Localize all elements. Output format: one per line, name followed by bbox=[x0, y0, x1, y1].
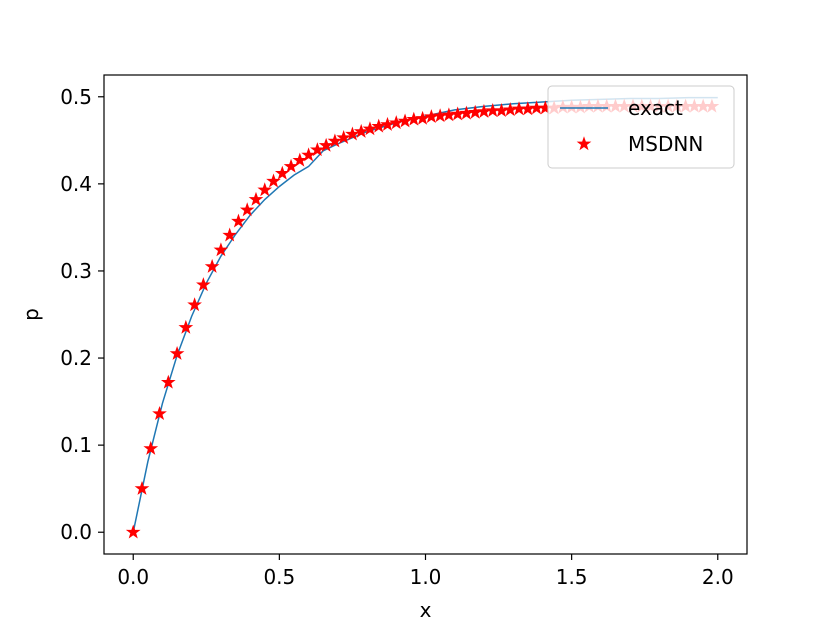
data-point-MSDNN bbox=[318, 137, 334, 152]
legend-label-exact: exact bbox=[628, 96, 683, 120]
data-point-MSDNN bbox=[310, 142, 325, 157]
legend-box bbox=[547, 85, 735, 169]
data-point-MSDNN bbox=[362, 121, 378, 136]
legend-label-MSDNN: MSDNN bbox=[628, 132, 703, 156]
data-point-MSDNN bbox=[152, 406, 167, 421]
data-point-MSDNN bbox=[187, 297, 202, 312]
data-point-MSDNN bbox=[327, 133, 343, 148]
x-axis-label: x bbox=[420, 598, 432, 622]
x-tick-label: 0.5 bbox=[263, 565, 295, 589]
data-point-MSDNN bbox=[345, 126, 360, 141]
data-point-MSDNN bbox=[292, 152, 308, 167]
data-point-MSDNN bbox=[169, 345, 185, 360]
data-point-MSDNN bbox=[301, 147, 316, 162]
legend-swatch-MSDNN bbox=[576, 136, 592, 151]
y-tick-label: 0.4 bbox=[60, 172, 92, 196]
y-tick-label: 0.0 bbox=[60, 520, 92, 544]
data-point-MSDNN bbox=[257, 182, 273, 197]
data-point-MSDNN bbox=[336, 129, 352, 144]
data-point-MSDNN bbox=[160, 374, 176, 389]
data-point-MSDNN bbox=[196, 277, 211, 292]
data-point-MSDNN bbox=[125, 524, 141, 539]
data-point-MSDNN bbox=[248, 191, 264, 206]
y-tick-label: 0.1 bbox=[60, 433, 92, 457]
x-tick-label: 1.0 bbox=[410, 565, 442, 589]
data-point-MSDNN bbox=[283, 158, 299, 173]
data-point-MSDNN bbox=[204, 258, 220, 273]
data-point-MSDNN bbox=[178, 319, 194, 334]
y-tick-label: 0.5 bbox=[60, 85, 92, 109]
data-point-MSDNN bbox=[213, 242, 229, 257]
y-axis-label: p bbox=[19, 308, 43, 321]
x-tick-label: 2.0 bbox=[702, 565, 734, 589]
data-point-MSDNN bbox=[239, 202, 255, 217]
y-tick-label: 0.2 bbox=[60, 346, 92, 370]
data-point-MSDNN bbox=[143, 440, 159, 455]
data-point-MSDNN bbox=[222, 227, 238, 242]
y-tick-label: 0.3 bbox=[60, 259, 92, 283]
data-point-MSDNN bbox=[134, 480, 150, 495]
x-tick-label: 0.0 bbox=[117, 565, 149, 589]
x-tick-label: 1.5 bbox=[556, 565, 588, 589]
data-point-MSDNN bbox=[231, 213, 246, 228]
data-point-MSDNN bbox=[353, 123, 369, 138]
legend: exact MSDNN bbox=[547, 85, 735, 169]
axes: 0.0 0.5 1.0 1.5 2.0 0.0 0.1 0.2 0.3 0.4 0.5 x p bbox=[19, 74, 748, 622]
